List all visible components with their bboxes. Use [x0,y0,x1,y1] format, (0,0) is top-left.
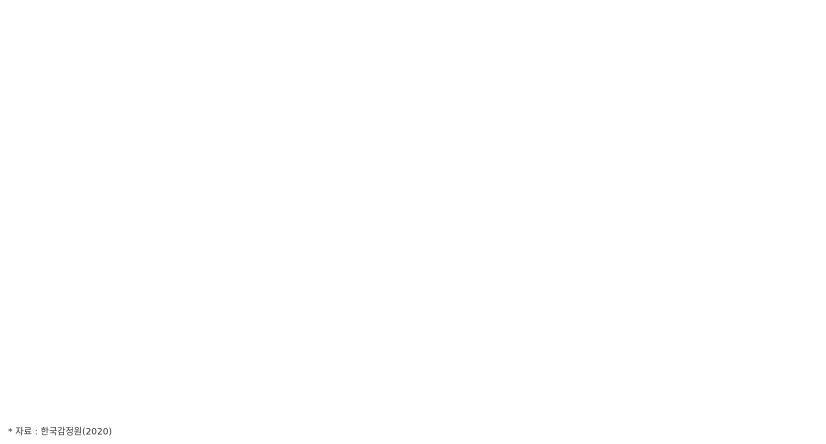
source: * 자료 : 한국감정원(2020) [8,426,112,438]
